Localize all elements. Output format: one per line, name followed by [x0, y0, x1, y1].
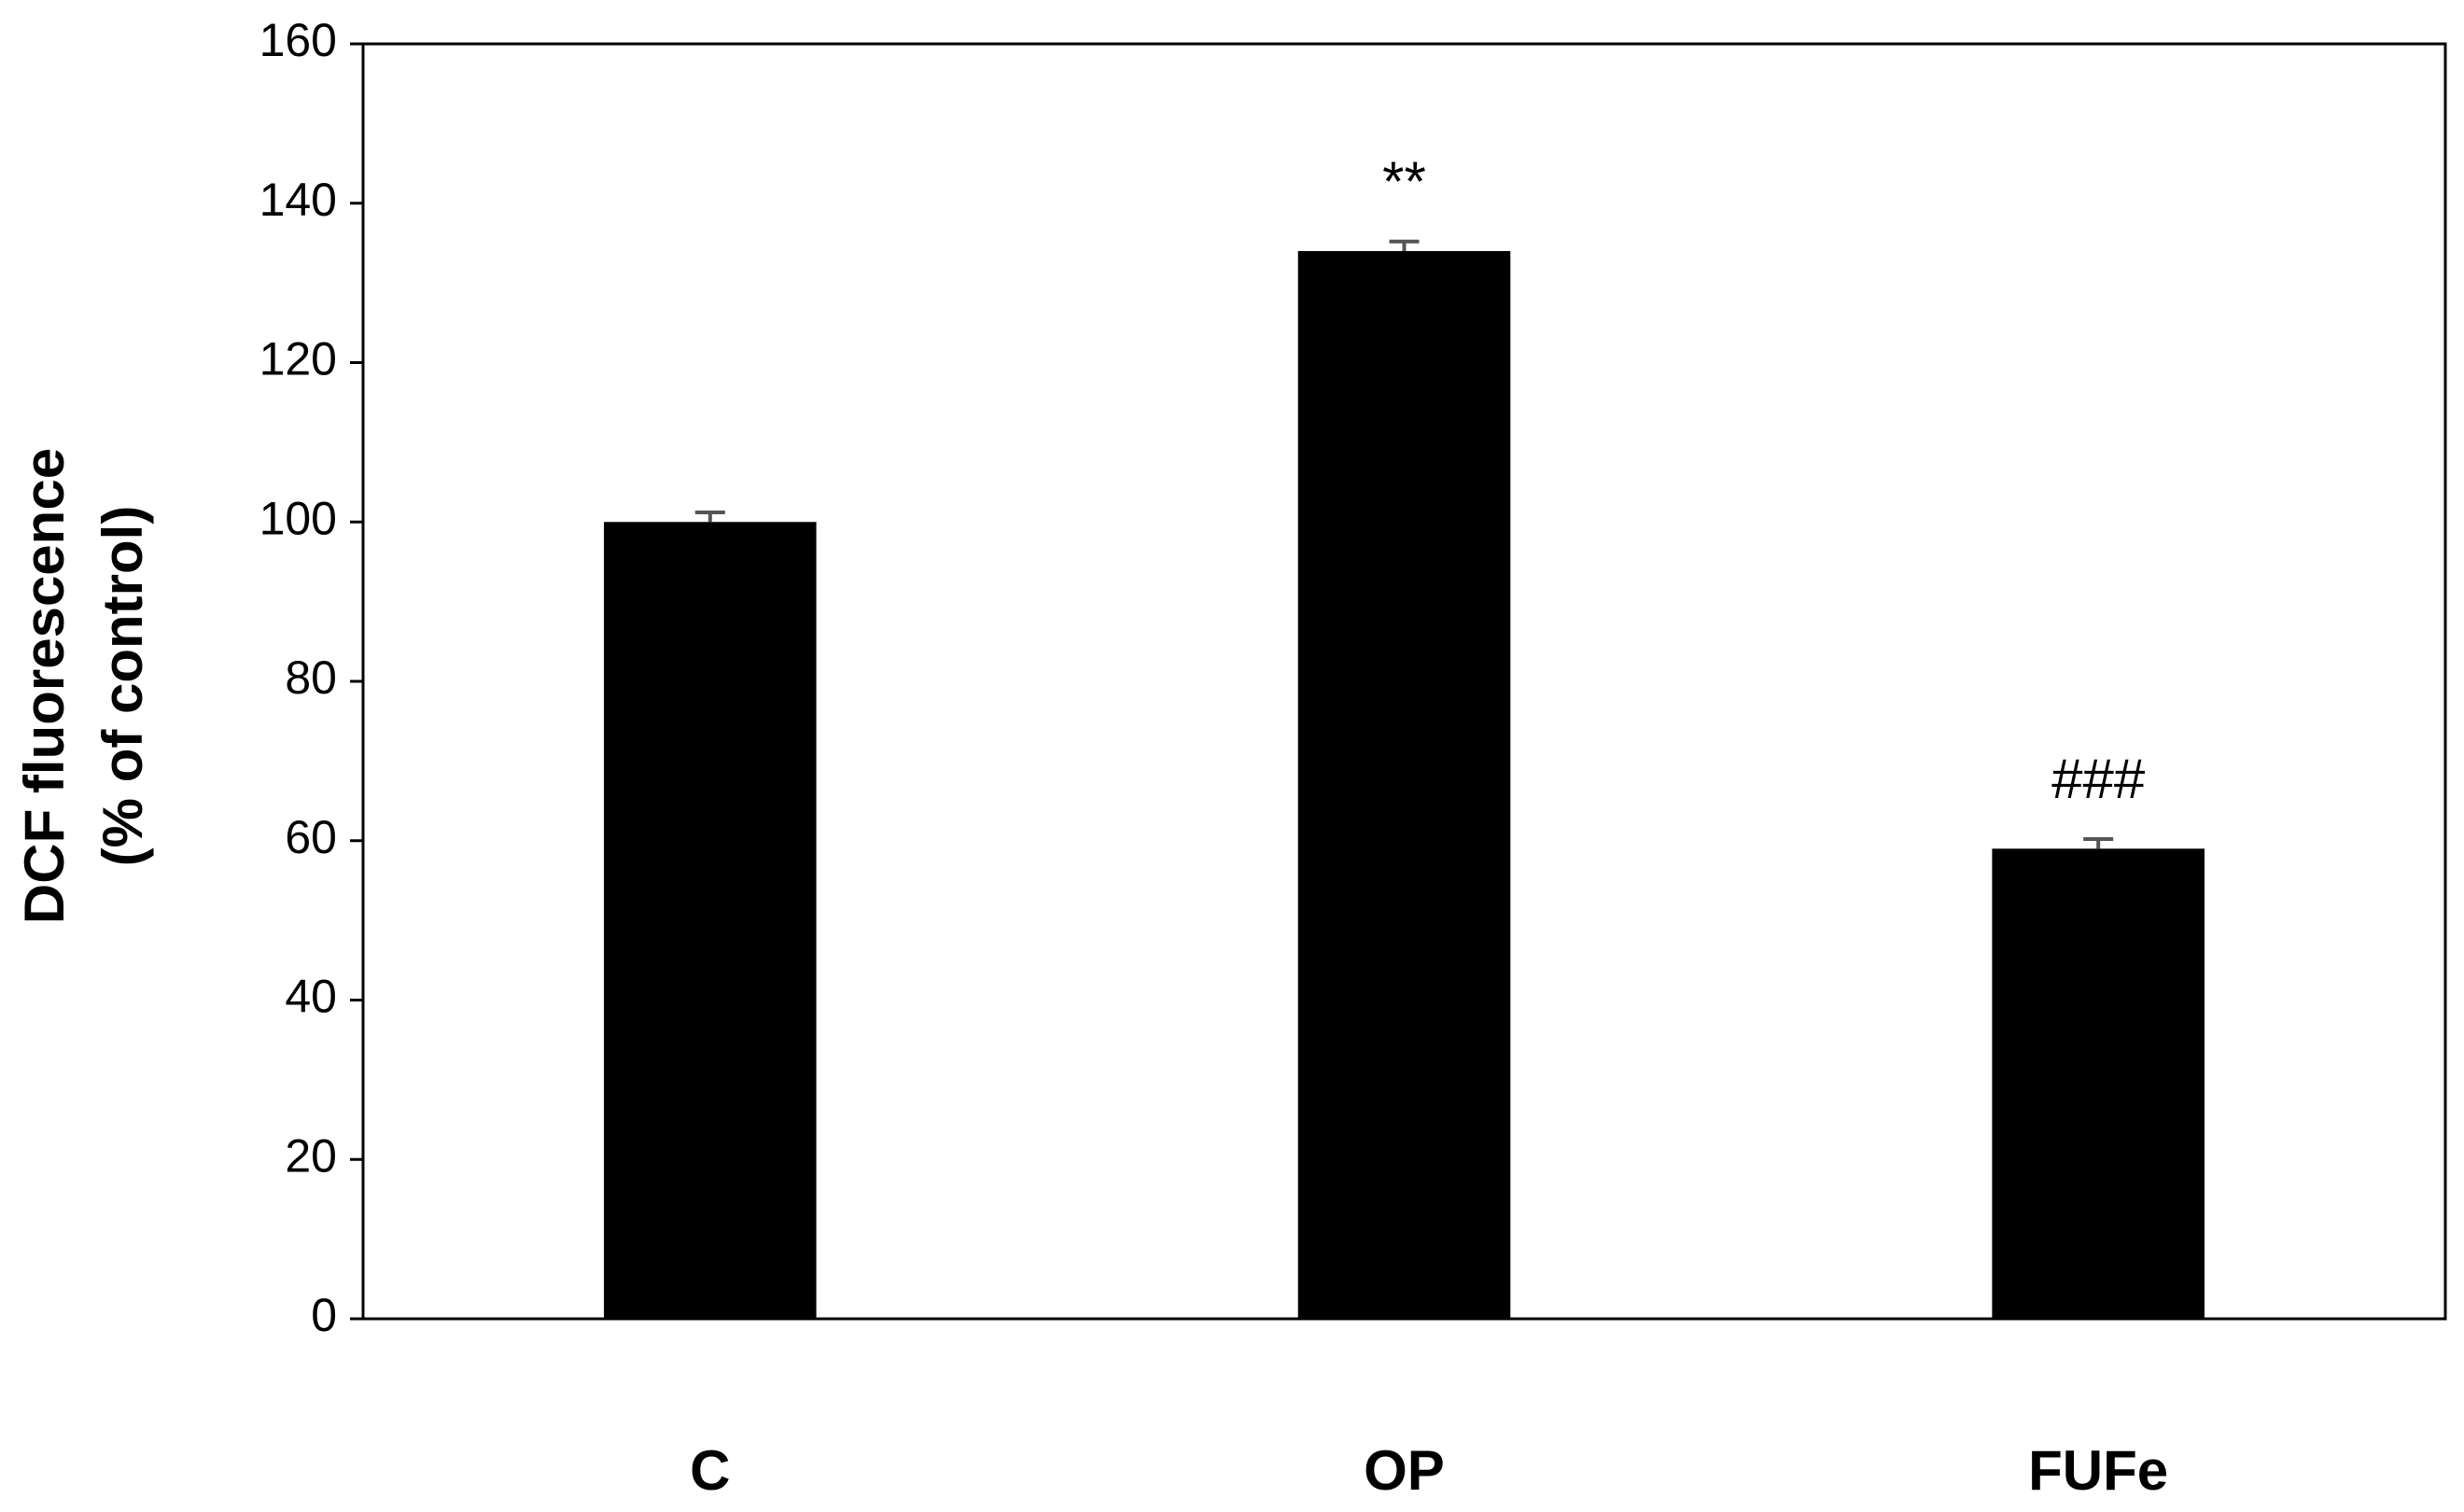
y-tick-label: 80 — [285, 651, 337, 704]
y-tick-label: 40 — [285, 971, 337, 1023]
y-tick-label: 120 — [259, 333, 337, 385]
annotation: ** — [1382, 150, 1426, 213]
bar — [1992, 848, 2205, 1319]
y-tick-label: 140 — [259, 174, 337, 226]
y-axis-label: DCF fluorescence — [13, 448, 76, 924]
bar — [604, 522, 817, 1319]
annotation: ### — [2051, 748, 2146, 810]
y-tick-label: 0 — [311, 1289, 337, 1341]
y-tick-label: 60 — [285, 811, 337, 863]
y-tick-label: 20 — [285, 1129, 337, 1182]
plot-frame — [361, 42, 2447, 1321]
y-axis-label: (% of control) — [91, 506, 154, 867]
x-tick-label: FUFe — [2028, 1439, 2168, 1502]
x-tick-label: C — [690, 1439, 730, 1502]
bar — [1297, 250, 1511, 1320]
y-tick-label: 160 — [259, 14, 337, 66]
x-tick-label: OP — [1364, 1439, 1445, 1502]
y-tick-label: 100 — [259, 492, 337, 544]
